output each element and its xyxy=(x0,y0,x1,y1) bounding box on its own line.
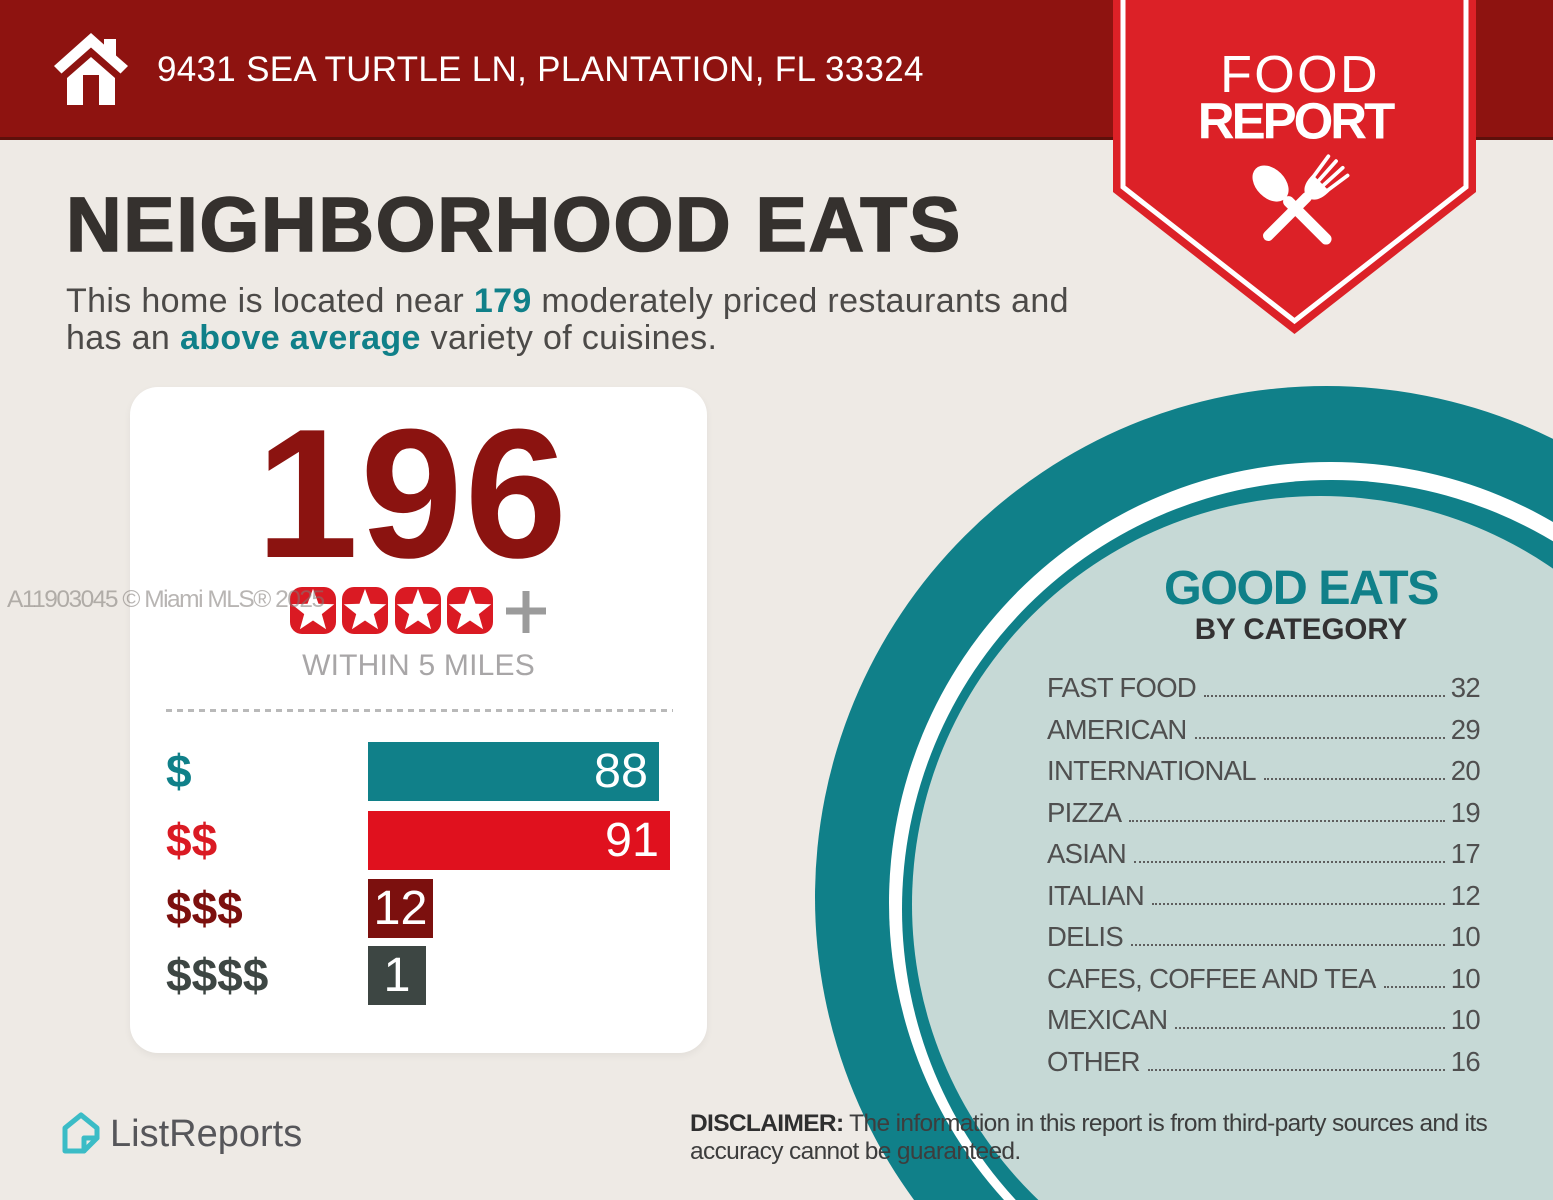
svg-text:REPORT: REPORT xyxy=(1198,93,1395,150)
svg-text:FOOD: FOOD xyxy=(1220,46,1380,104)
